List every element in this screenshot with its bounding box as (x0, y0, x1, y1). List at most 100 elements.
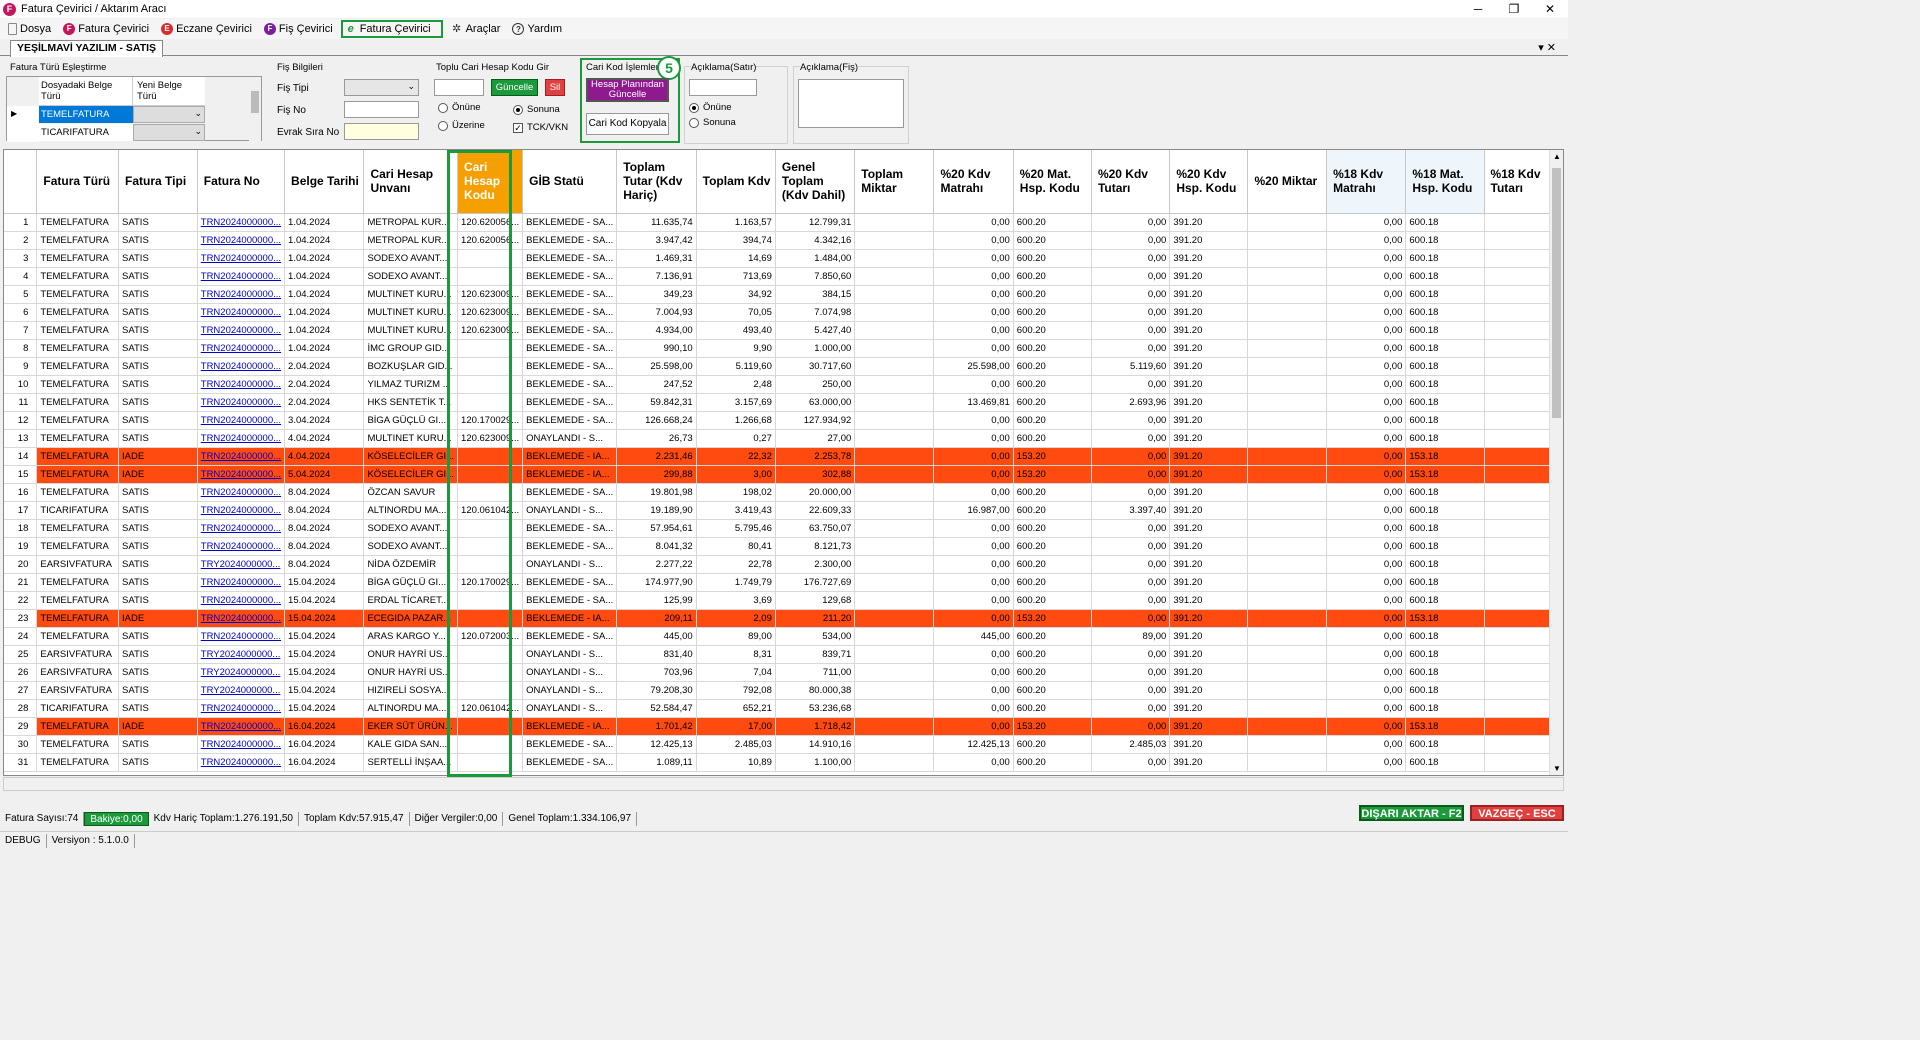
col-header-9[interactable]: Genel Toplam (Kdv Dahil) (775, 150, 856, 214)
fatura-turu-row-2[interactable]: TICARIFATURA (39, 124, 133, 141)
satir-onune-radio[interactable]: Önüne (689, 102, 732, 113)
toplu-uzerine-radio[interactable]: Üzerine (438, 120, 485, 131)
table-row[interactable]: 30 TEMELFATURA SATIS TRN2024000000... 16.04.… (4, 735, 1563, 754)
table-row[interactable]: 13 TEMELFATURA SATIS TRN2024000000... 4.04.2… (4, 429, 1563, 448)
table-cell[interactable]: TRN2024000000... (197, 303, 286, 322)
table-row[interactable]: 20 EARSIVFATURA SATIS TRY2024000000... 8.04.… (4, 555, 1563, 574)
table-row[interactable]: 15 TEMELFATURA IADE TRN2024000000... 5.04.20… (4, 465, 1563, 484)
table-cell[interactable]: TRN2024000000... (197, 483, 286, 502)
cari-kod-kopyala-button[interactable]: Cari Kod Kopyala (586, 113, 669, 135)
col-header-16[interactable]: %18 Kdv Matrahı (1326, 150, 1407, 214)
table-cell[interactable]: TRN2024000000... (197, 501, 286, 520)
toplu-sonuna-radio[interactable]: Sonuna (513, 104, 560, 115)
table-cell[interactable]: TRN2024000000... (197, 699, 286, 718)
minimize-icon[interactable]: ─ (1473, 2, 1483, 16)
table-cell[interactable]: TRN2024000000... (197, 375, 286, 394)
table-row[interactable]: 7 TEMELFATURA SATIS TRN2024000000... 1.04.20… (4, 321, 1563, 340)
table-cell[interactable]: TRY2024000000... (197, 555, 286, 574)
col-header-11[interactable]: %20 Kdv Matrahı (933, 150, 1014, 214)
maximize-icon[interactable]: ❐ (1508, 2, 1520, 16)
col-header-12[interactable]: %20 Mat. Hsp. Kodu (1013, 150, 1092, 214)
table-cell[interactable]: TRN2024000000... (197, 339, 286, 358)
table-cell[interactable]: TRY2024000000... (197, 663, 286, 682)
table-cell[interactable]: TRN2024000000... (197, 213, 286, 232)
col-header-13[interactable]: %20 Kdv Tutarı (1091, 150, 1171, 214)
table-row[interactable]: 31 TEMELFATURA SATIS TRN2024000000... 16.04.… (4, 753, 1563, 772)
grid-vertical-scrollbar[interactable]: ▲ ▼ (1549, 150, 1563, 775)
col-header-10[interactable]: Toplam Miktar (854, 150, 935, 214)
table-cell[interactable]: TRN2024000000... (197, 267, 286, 286)
disari-aktar-button[interactable]: DIŞARI AKTAR - F2 (1359, 805, 1464, 821)
table-row[interactable]: 28 TICARIFATURA SATIS TRN2024000000... 15.04… (4, 699, 1563, 718)
col-header-2[interactable]: Fatura No (197, 150, 286, 214)
menu-item-0[interactable]: Dosya (4, 20, 55, 38)
hesap-plani-guncelle-button[interactable]: Hesap Planından Güncelle (586, 78, 669, 102)
table-row[interactable]: 16 TEMELFATURA SATIS TRN2024000000... 8.04.2… (4, 483, 1563, 502)
menu-item-5[interactable]: ✲ Araçlar (447, 20, 505, 38)
table-cell[interactable]: TRN2024000000... (197, 717, 286, 736)
col-header-3[interactable]: Belge Tarihi (284, 150, 365, 214)
toplu-onune-radio[interactable]: Önüne (438, 102, 481, 113)
satir-sonuna-radio[interactable]: Sonuna (689, 117, 736, 128)
table-cell[interactable]: TRN2024000000... (197, 231, 286, 250)
table-row[interactable]: 5 TEMELFATURA SATIS TRN2024000000... 1.04.20… (4, 285, 1563, 304)
col-header-5[interactable]: Cari Hesap Kodu (457, 150, 524, 214)
col-header-17[interactable]: %18 Mat. Hsp. Kodu (1405, 150, 1485, 214)
table-cell[interactable]: TRN2024000000... (197, 465, 286, 484)
col-header-4[interactable]: Cari Hesap Unvanı (363, 150, 459, 214)
col-header-1[interactable]: Fatura Tipi (118, 150, 198, 214)
table-cell[interactable]: TRN2024000000... (197, 519, 286, 538)
table-cell[interactable]: TRN2024000000... (197, 321, 286, 340)
tab-satis[interactable]: YEŞİLMAVİ YAZILIM - SATIŞ (10, 40, 164, 57)
menu-item-4[interactable]: e Fatura Çevirici (340, 20, 443, 38)
col-header-8[interactable]: Toplam Kdv (696, 150, 776, 214)
table-row[interactable]: 8 TEMELFATURA SATIS TRN2024000000... 1.04.20… (4, 339, 1563, 358)
table-row[interactable]: 26 EARSIVFATURA SATIS TRY2024000000... 15.04… (4, 663, 1563, 682)
table-row[interactable]: 1 TEMELFATURA SATIS TRN2024000000... 1.04.20… (4, 213, 1563, 232)
aciklama-satir-input[interactable] (689, 79, 757, 96)
table-cell[interactable]: TRN2024000000... (197, 609, 286, 628)
table-row[interactable]: 17 TICARIFATURA SATIS TRN2024000000... 8.04.… (4, 501, 1563, 520)
table-row[interactable]: 18 TEMELFATURA SATIS TRN2024000000... 8.04.2… (4, 519, 1563, 538)
table-cell[interactable]: TRN2024000000... (197, 393, 286, 412)
tck-vkn-checkbox[interactable]: ✓ TCK/VKN (513, 122, 569, 133)
sil-button[interactable]: Sil (545, 79, 565, 96)
table-row[interactable]: 23 TEMELFATURA IADE TRN2024000000... 15.04.2… (4, 609, 1563, 628)
col-header-15[interactable]: %20 Miktar (1247, 150, 1328, 214)
fis-tipi-select[interactable]: ⌄ (344, 79, 419, 96)
col-header-0[interactable]: Fatura Türü (36, 150, 120, 214)
table-cell[interactable]: TRN2024000000... (197, 249, 286, 268)
table-row[interactable]: 22 TEMELFATURA SATIS TRN2024000000... 15.04.… (4, 591, 1563, 610)
table-cell[interactable]: TRN2024000000... (197, 735, 286, 754)
table-cell[interactable]: TRN2024000000... (197, 573, 286, 592)
table-row[interactable]: 11 TEMELFATURA SATIS TRN2024000000... 2.04.2… (4, 393, 1563, 412)
table-row[interactable]: 19 TEMELFATURA SATIS TRN2024000000... 8.04.2… (4, 537, 1563, 556)
table-row[interactable]: 2 TEMELFATURA SATIS TRN2024000000... 1.04.20… (4, 231, 1563, 250)
yeni-belge-select-1[interactable]: ⌄ (133, 106, 205, 123)
menu-item-2[interactable]: E Eczane Çevirici (157, 20, 256, 38)
table-cell[interactable]: TRN2024000000... (197, 285, 286, 304)
table-row[interactable]: 27 EARSIVFATURA SATIS TRY2024000000... 15.04… (4, 681, 1563, 700)
fatura-turu-row-1[interactable]: TEMELFATURA (39, 106, 133, 123)
table-cell[interactable]: TRY2024000000... (197, 681, 286, 700)
table-row[interactable]: 10 TEMELFATURA SATIS TRN2024000000... 2.04.2… (4, 375, 1563, 394)
table-cell[interactable]: TRN2024000000... (197, 591, 286, 610)
evrak-sira-input[interactable] (344, 123, 419, 140)
table-cell[interactable]: TRN2024000000... (197, 627, 286, 646)
guncelle-button[interactable]: Güncelle (491, 79, 538, 96)
table-cell[interactable]: TRN2024000000... (197, 429, 286, 448)
table-cell[interactable]: TRN2024000000... (197, 357, 286, 376)
close-tab-icon[interactable]: ▾ ✕ (1538, 42, 1556, 54)
table-row[interactable]: 29 TEMELFATURA IADE TRN2024000000... 16.04.2… (4, 717, 1563, 736)
menu-item-3[interactable]: F Fiş Çevirici (260, 20, 337, 38)
grid-horizontal-scrollbar[interactable] (3, 777, 1564, 791)
table-cell[interactable]: TRN2024000000... (197, 753, 286, 772)
menu-item-1[interactable]: F Fatura Çevirici (59, 20, 153, 38)
fis-no-input[interactable] (344, 101, 419, 118)
table-row[interactable]: 6 TEMELFATURA SATIS TRN2024000000... 1.04.20… (4, 303, 1563, 322)
yeni-belge-select-2[interactable]: ⌄ (133, 124, 205, 141)
table-cell[interactable]: TRN2024000000... (197, 447, 286, 466)
table-row[interactable]: 21 TEMELFATURA SATIS TRN2024000000... 15.04.… (4, 573, 1563, 592)
table-row[interactable]: 24 TEMELFATURA SATIS TRN2024000000... 15.04.… (4, 627, 1563, 646)
col-header-7[interactable]: Toplam Tutar (Kdv Hariç) (616, 150, 697, 214)
